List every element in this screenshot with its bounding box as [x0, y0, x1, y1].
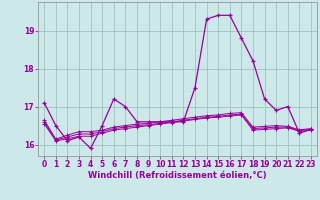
X-axis label: Windchill (Refroidissement éolien,°C): Windchill (Refroidissement éolien,°C) — [88, 171, 267, 180]
